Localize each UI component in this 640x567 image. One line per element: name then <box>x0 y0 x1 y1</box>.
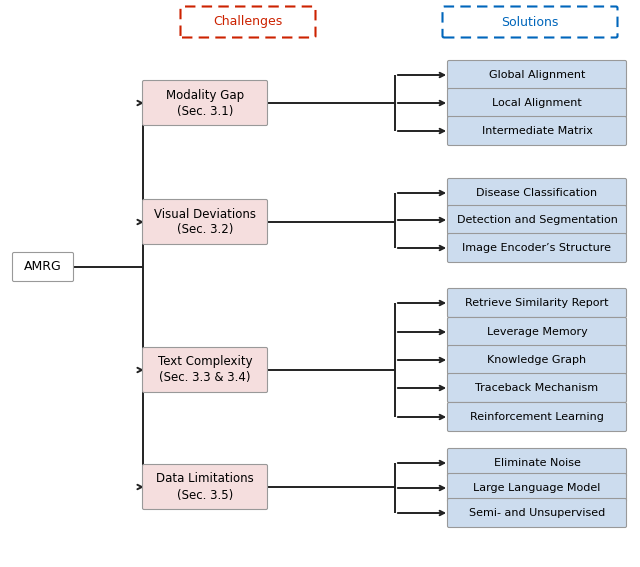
FancyBboxPatch shape <box>143 200 268 244</box>
Text: Data Limitations
(Sec. 3.5): Data Limitations (Sec. 3.5) <box>156 472 254 501</box>
FancyBboxPatch shape <box>447 88 627 117</box>
FancyBboxPatch shape <box>447 289 627 318</box>
Text: Modality Gap
(Sec. 3.1): Modality Gap (Sec. 3.1) <box>166 88 244 117</box>
FancyBboxPatch shape <box>447 61 627 90</box>
FancyBboxPatch shape <box>447 179 627 208</box>
Text: Eliminate Noise: Eliminate Noise <box>493 458 580 468</box>
FancyBboxPatch shape <box>143 464 268 510</box>
FancyBboxPatch shape <box>13 252 74 281</box>
Text: Large Language Model: Large Language Model <box>474 483 601 493</box>
FancyBboxPatch shape <box>447 403 627 431</box>
FancyBboxPatch shape <box>447 318 627 346</box>
FancyBboxPatch shape <box>447 205 627 235</box>
FancyBboxPatch shape <box>447 345 627 374</box>
Text: Retrieve Similarity Report: Retrieve Similarity Report <box>465 298 609 308</box>
Text: Knowledge Graph: Knowledge Graph <box>488 355 587 365</box>
Text: Leverage Memory: Leverage Memory <box>486 327 588 337</box>
Text: Visual Deviations
(Sec. 3.2): Visual Deviations (Sec. 3.2) <box>154 208 256 236</box>
FancyBboxPatch shape <box>447 498 627 527</box>
Text: Text Complexity
(Sec. 3.3 & 3.4): Text Complexity (Sec. 3.3 & 3.4) <box>157 356 252 384</box>
Text: Detection and Segmentation: Detection and Segmentation <box>456 215 618 225</box>
Text: Local Alignment: Local Alignment <box>492 98 582 108</box>
Text: Image Encoder’s Structure: Image Encoder’s Structure <box>463 243 611 253</box>
FancyBboxPatch shape <box>442 6 618 37</box>
FancyBboxPatch shape <box>447 473 627 502</box>
Text: Reinforcement Learning: Reinforcement Learning <box>470 412 604 422</box>
Text: Traceback Mechanism: Traceback Mechanism <box>476 383 598 393</box>
FancyBboxPatch shape <box>143 348 268 392</box>
Text: Solutions: Solutions <box>501 15 559 28</box>
FancyBboxPatch shape <box>180 6 316 37</box>
FancyBboxPatch shape <box>447 448 627 477</box>
FancyBboxPatch shape <box>447 374 627 403</box>
FancyBboxPatch shape <box>447 116 627 146</box>
Text: Intermediate Matrix: Intermediate Matrix <box>481 126 593 136</box>
Text: Disease Classification: Disease Classification <box>476 188 598 198</box>
Text: Global Alignment: Global Alignment <box>489 70 585 80</box>
FancyBboxPatch shape <box>447 234 627 263</box>
FancyBboxPatch shape <box>143 81 268 125</box>
Text: Challenges: Challenges <box>213 15 283 28</box>
Text: AMRG: AMRG <box>24 260 62 273</box>
Text: Semi- and Unsupervised: Semi- and Unsupervised <box>469 508 605 518</box>
